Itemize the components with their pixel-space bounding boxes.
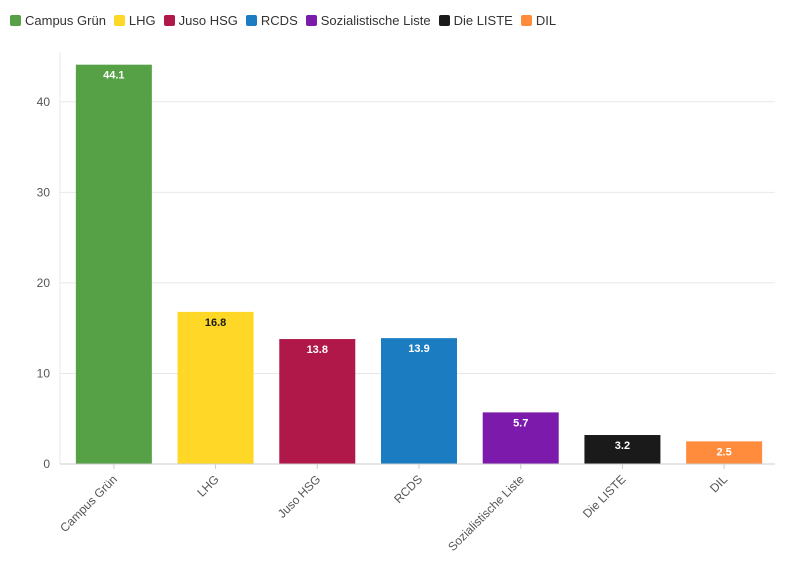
y-tick-label: 10 — [37, 366, 51, 380]
x-tick-label: Juso HSG — [275, 472, 324, 521]
legend-swatch — [245, 14, 257, 26]
bar-value-label: 13.9 — [408, 343, 429, 355]
legend-swatch — [438, 14, 450, 26]
bar-rcds[interactable] — [381, 338, 457, 464]
bar-juso-hsg[interactable] — [279, 339, 356, 464]
bar-sozialistische-liste[interactable] — [482, 412, 559, 464]
bar-value-label: 13.8 — [307, 344, 328, 356]
legend-item-rcds[interactable]: RCDS — [245, 12, 298, 28]
x-tick-label: Campus Grün — [57, 472, 120, 535]
x-tick-label: DIL — [707, 472, 730, 495]
legend-item-sozialistische-liste[interactable]: Sozialistische Liste — [305, 12, 431, 28]
x-tick-label: RCDS — [391, 472, 425, 506]
bar-value-label: 2.5 — [716, 446, 731, 458]
x-axis: Campus Grün LHG Juso HSG RCDS Sozialistische… — [57, 463, 775, 554]
legend-label: Campus Grün — [25, 12, 106, 28]
y-tick-label: 40 — [37, 95, 51, 109]
bar-value-label: 5.7 — [513, 417, 528, 429]
legend-item-dil[interactable]: DIL — [520, 12, 557, 28]
legend-swatch — [520, 14, 532, 26]
x-tick-label: Die LISTE — [580, 472, 629, 521]
legend-swatch — [305, 14, 317, 26]
bar-dil[interactable] — [686, 441, 763, 464]
legend-label: RCDS — [260, 12, 298, 28]
y-tick-label: 30 — [37, 185, 51, 199]
legend-swatch — [10, 14, 21, 26]
x-tick-label: Sozialistische Liste — [445, 472, 527, 554]
bars: 44.1 16.8 13.8 13.9 5.7 3.2 2.5 — [75, 64, 763, 464]
y-tick-label: 0 — [43, 457, 50, 471]
bar-value-label: 16.8 — [205, 317, 226, 329]
bar-die-liste[interactable] — [584, 435, 661, 464]
legend-swatch — [113, 14, 125, 26]
bar-campus-gr-n[interactable] — [75, 64, 152, 464]
legend-swatch — [163, 14, 175, 26]
legend-item-juso-hsg[interactable]: Juso HSG — [163, 12, 238, 28]
chart-legend: Campus Grün LHG Juso HSG RCDS Sozialistische… — [10, 9, 564, 31]
y-tick-label: 20 — [37, 276, 51, 290]
legend-item-lhg[interactable]: LHG — [113, 12, 156, 28]
bar-lhg[interactable] — [177, 311, 254, 464]
legend-label: LHG — [128, 12, 156, 28]
legend-label: DIL — [535, 12, 557, 28]
legend-item-die-liste[interactable]: Die LISTE — [438, 12, 513, 28]
legend-item-campus-gr-n[interactable]: Campus Grün — [10, 13, 106, 28]
legend-label: Juso HSG — [178, 12, 238, 28]
legend-label: Die LISTE — [453, 12, 513, 28]
bar-value-label: 3.2 — [615, 440, 630, 452]
legend-label: Sozialistische Liste — [320, 12, 431, 28]
x-tick-label: LHG — [194, 472, 221, 499]
bar-value-label: 44.1 — [103, 70, 124, 82]
y-axis: 0 10 20 30 40 — [37, 52, 61, 471]
